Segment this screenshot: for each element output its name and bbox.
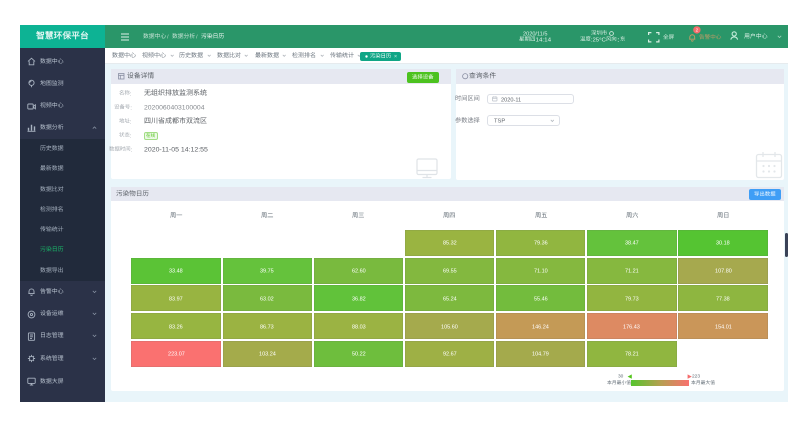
svg-text:50.22: 50.22: [352, 352, 366, 358]
svg-text:85.32: 85.32: [443, 241, 457, 247]
svg-text:71.10: 71.10: [534, 269, 548, 275]
svg-text:2020-11-05 14:12:55: 2020-11-05 14:12:55: [144, 146, 208, 153]
svg-text:2020-11: 2020-11: [501, 97, 521, 103]
svg-text:30.18: 30.18: [716, 241, 730, 247]
svg-text:86.73: 86.73: [260, 324, 274, 330]
svg-text:176.43: 176.43: [623, 324, 640, 330]
svg-text:79.73: 79.73: [625, 296, 639, 302]
svg-text:103.24: 103.24: [259, 352, 276, 358]
svg-text::: :: [130, 133, 132, 139]
svg-text:65.24: 65.24: [443, 296, 457, 302]
svg-text:14:14: 14:14: [536, 37, 552, 43]
svg-text:×: ×: [394, 54, 397, 60]
svg-text::: :: [616, 37, 619, 43]
svg-text:105.60: 105.60: [441, 324, 458, 330]
svg-text:39.75: 39.75: [260, 269, 274, 275]
svg-text:154.01: 154.01: [715, 324, 732, 330]
svg-text:36.82: 36.82: [352, 296, 366, 302]
svg-text:71.21: 71.21: [625, 269, 639, 275]
svg-text:69.55: 69.55: [443, 269, 457, 275]
svg-text:223.07: 223.07: [168, 352, 185, 358]
svg-text::: :: [130, 91, 132, 97]
svg-text:33.48: 33.48: [169, 269, 183, 275]
svg-text:78.21: 78.21: [625, 352, 639, 358]
svg-text:55.46: 55.46: [534, 296, 548, 302]
svg-text:2020060403100004: 2020060403100004: [144, 105, 205, 112]
svg-text:2: 2: [696, 27, 699, 32]
svg-text:/: /: [196, 35, 198, 41]
svg-text:83.97: 83.97: [169, 296, 183, 302]
svg-text:77.38: 77.38: [716, 296, 730, 302]
svg-text:223: 223: [692, 374, 700, 380]
svg-text:2020/11/5: 2020/11/5: [523, 31, 547, 37]
svg-text:38.47: 38.47: [625, 241, 639, 247]
svg-text::: :: [130, 119, 132, 125]
svg-text::: :: [130, 105, 132, 111]
svg-text::: :: [130, 147, 132, 153]
svg-text:62.60: 62.60: [352, 269, 366, 275]
svg-text:88.03: 88.03: [352, 324, 366, 330]
svg-text:79.36: 79.36: [534, 241, 548, 247]
svg-text:63.02: 63.02: [260, 296, 274, 302]
svg-text:146.24: 146.24: [532, 324, 549, 330]
svg-text::25°C: :25°C: [590, 37, 605, 43]
svg-text:/: /: [167, 35, 169, 41]
svg-text:107.80: 107.80: [715, 269, 732, 275]
svg-text:83.26: 83.26: [169, 324, 183, 330]
svg-text:TSP: TSP: [494, 118, 506, 124]
svg-text:30: 30: [618, 374, 624, 380]
svg-text:104.79: 104.79: [532, 352, 549, 358]
svg-text:92.67: 92.67: [443, 352, 457, 358]
